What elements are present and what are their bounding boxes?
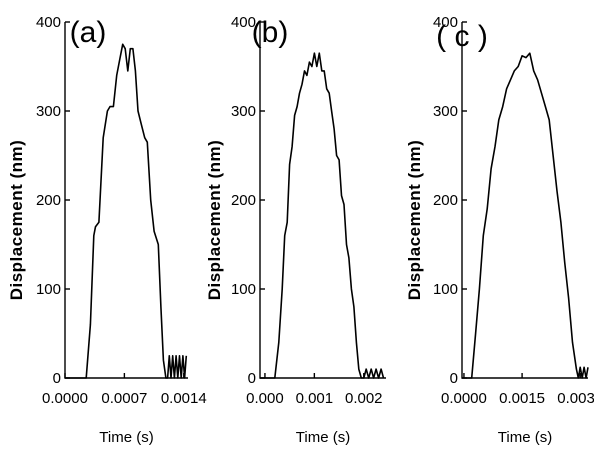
x-tick-label: 0.0014 [161, 390, 207, 407]
x-axis-label: Time (s) [296, 429, 350, 446]
panel-label: ( c ) [436, 20, 488, 53]
x-tick-label: 0.0015 [499, 390, 545, 407]
axis-lines [64, 22, 188, 379]
x-tick-label: 0.0007 [101, 390, 147, 407]
y-tick-label: 200 [433, 192, 458, 209]
y-tick-label: 300 [231, 103, 256, 120]
panel-label: (b) [252, 16, 289, 49]
y-tick-label: 400 [36, 14, 61, 31]
x-tick-label: 0.000 [246, 390, 284, 407]
y-tick-label: 400 [231, 14, 256, 31]
y-tick-label: 200 [231, 192, 256, 209]
y-tick-label: 0 [248, 370, 256, 387]
series-line [65, 43, 188, 379]
y-axis-label: Displacement (nm) [405, 140, 424, 301]
y-tick-label: 0 [53, 370, 61, 387]
x-tick-label: 0.001 [296, 390, 334, 407]
y-tick-label: 100 [36, 281, 61, 298]
series-line [462, 52, 589, 379]
y-tick-label: 100 [433, 281, 458, 298]
y-axis-label: Displacement (nm) [205, 140, 224, 301]
y-tick-label: 100 [231, 281, 256, 298]
x-axis-label: Time (s) [99, 429, 153, 446]
axis-lines [259, 22, 386, 379]
y-tick-label: 200 [36, 192, 61, 209]
axis-lines [461, 22, 588, 379]
x-axis-label: Time (s) [498, 429, 552, 446]
y-axis-label: Displacement (nm) [7, 140, 26, 301]
y-tick-label: 300 [433, 103, 458, 120]
x-tick-label: 0.0000 [441, 390, 487, 407]
y-tick-label: 0 [450, 370, 458, 387]
x-tick-label: 0.002 [345, 390, 383, 407]
x-tick-label: 0.0000 [42, 390, 88, 407]
series-line [260, 52, 385, 379]
panel-label: (a) [70, 16, 107, 49]
y-tick-label: 400 [433, 14, 458, 31]
y-tick-label: 300 [36, 103, 61, 120]
